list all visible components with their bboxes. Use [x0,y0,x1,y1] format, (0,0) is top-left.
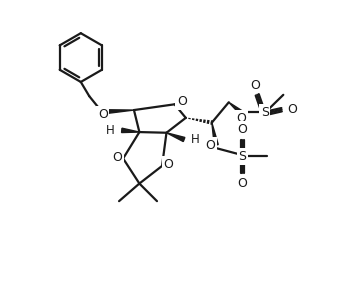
Text: O: O [163,158,173,171]
Text: H: H [106,124,115,137]
Text: H: H [191,133,200,146]
Text: O: O [237,177,247,190]
Text: O: O [112,151,122,164]
Text: S: S [261,106,268,119]
Polygon shape [212,122,218,145]
Polygon shape [166,133,185,142]
Text: O: O [236,112,246,125]
Text: O: O [177,95,187,108]
Text: O: O [205,139,215,152]
Text: S: S [238,150,246,163]
Polygon shape [229,102,242,114]
Text: O: O [237,123,247,136]
Polygon shape [104,110,134,114]
Text: O: O [98,108,108,121]
Polygon shape [122,128,139,133]
Text: O: O [287,103,297,116]
Text: O: O [250,79,260,92]
